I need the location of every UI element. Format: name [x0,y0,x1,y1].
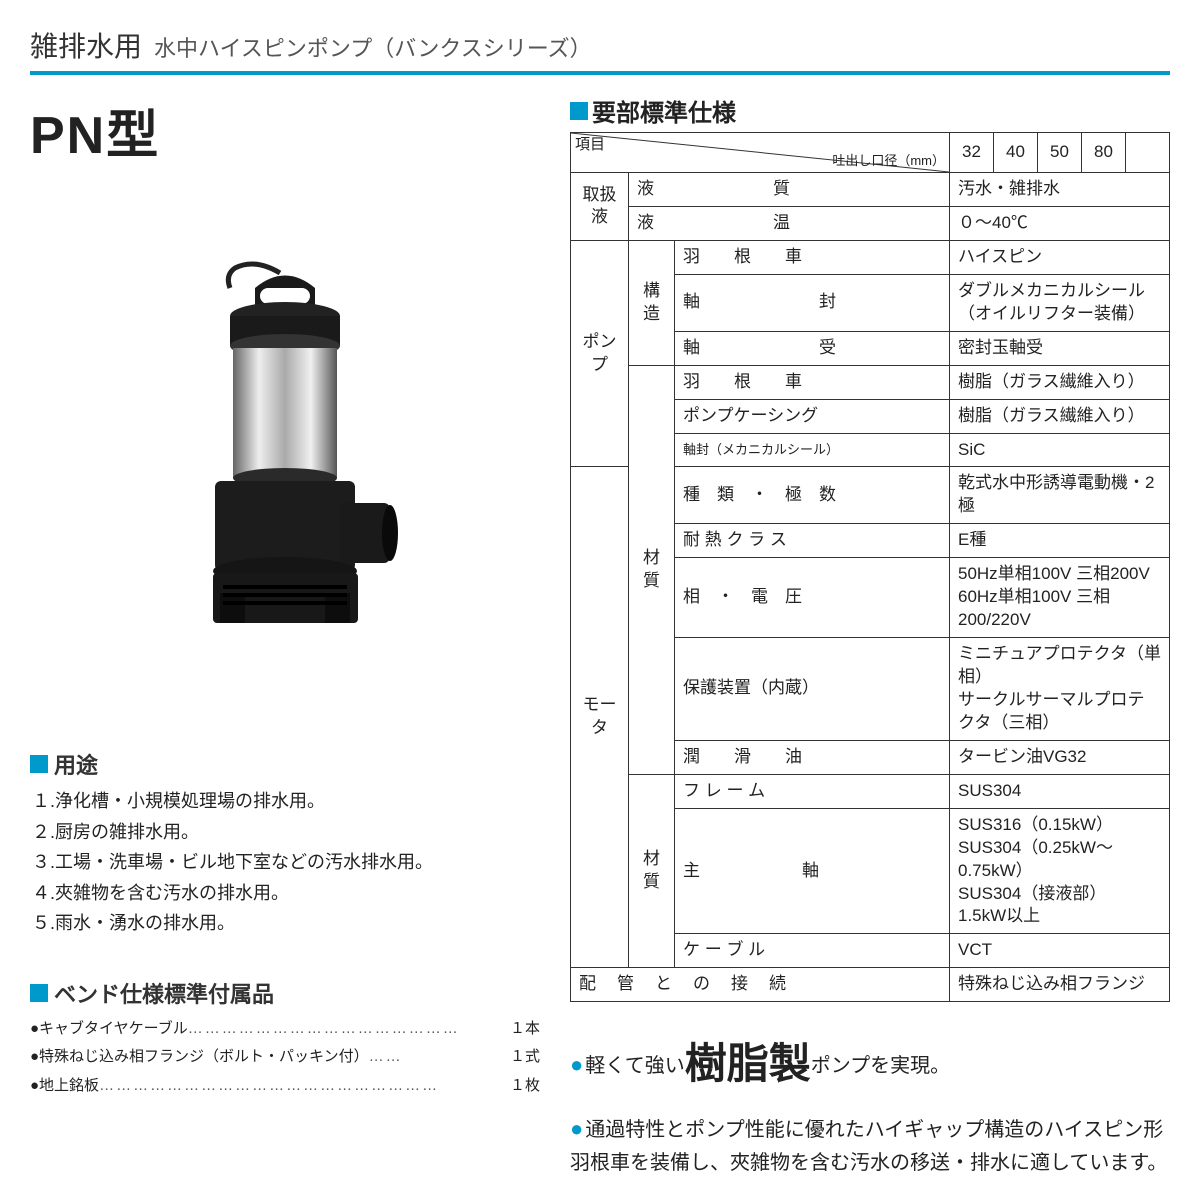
spec-title: 要部標準仕様 [592,93,736,128]
usage-title: 用途 [54,748,98,780]
list-item: ５.雨水・湧水の排水用。 [32,908,540,939]
promo-text: ●軽くて強い樹脂製ポンプを実現。 ●通過特性とポンプ性能に優れたハイギャップ構造… [570,1030,1170,1178]
product-image [75,178,495,728]
header-divider [30,71,1170,75]
list-item: ４.夾雑物を含む汚水の排水用。 [32,878,540,909]
square-icon [30,755,48,773]
square-icon [570,102,588,120]
accessories-title: ベンド仕様標準付属品 [54,977,274,1009]
usage-list: １.浄化槽・小規模処理場の排水用。 ２.厨房の雑排水用。 ３.工場・洗車場・ビル… [30,786,540,939]
list-item: ３.工場・洗車場・ビル地下室などの汚水排水用。 [32,847,540,878]
header-main: 雑排水用 [30,25,142,65]
header-sub: 水中ハイスピンポンプ（バンクスシリーズ） [154,31,592,63]
list-item: １.浄化槽・小規模処理場の排水用。 [32,786,540,817]
list-item: ２.厨房の雑排水用。 [32,817,540,848]
square-icon [30,984,48,1002]
accessories-list: ●キャブタイヤケーブル…………………………………………１本 ●特殊ねじ込み相フラ… [30,1015,540,1101]
model-title: PN型 [30,93,540,168]
spec-table: 項目 吐出し口径（mm） 32 40 50 80 取扱液液 質汚水・雑排水液 温… [570,132,1170,1002]
